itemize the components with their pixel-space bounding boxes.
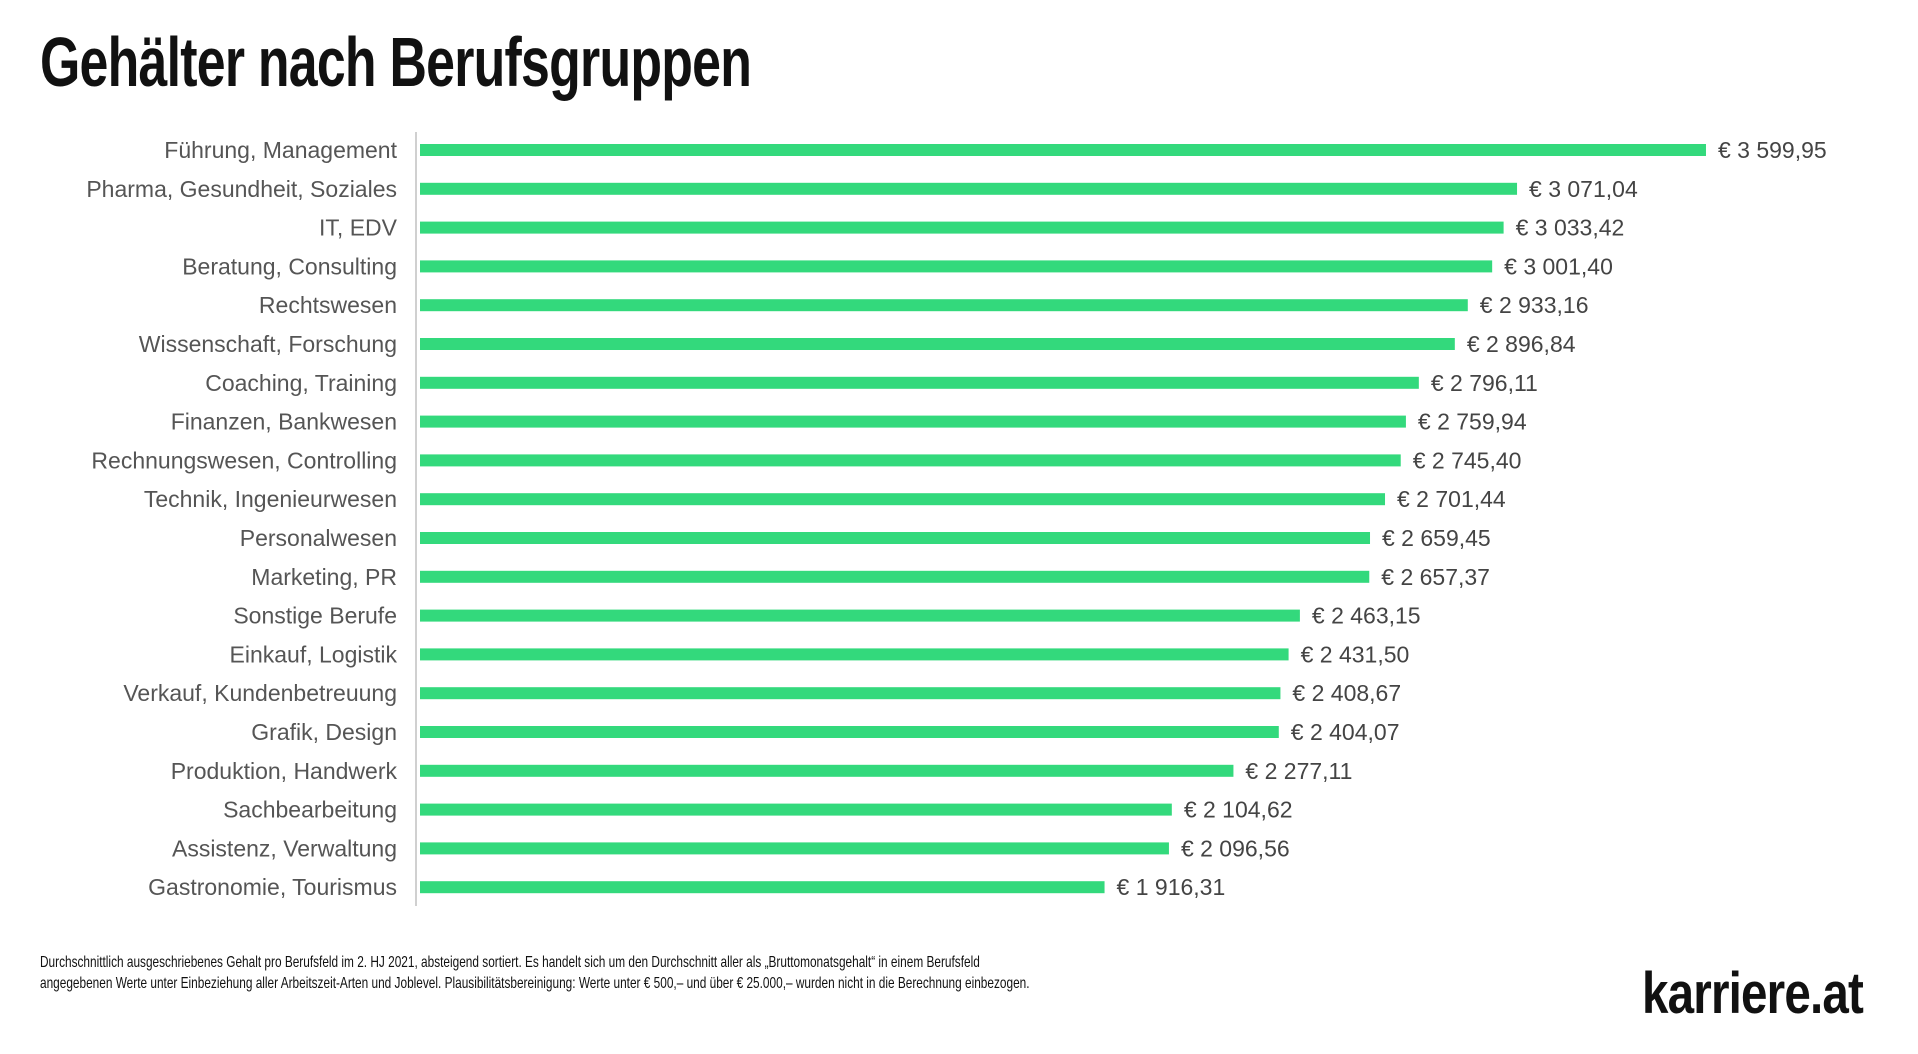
value-label: € 3 001,40 [1504,253,1613,279]
bar [420,687,1281,700]
category-label: Sonstige Berufe [233,603,397,629]
category-label: Pharma, Gesundheit, Soziales [86,176,397,202]
bar [420,221,1504,234]
bar [420,570,1370,583]
category-label: Rechtswesen [259,292,397,318]
value-label: € 2 431,50 [1301,641,1410,667]
category-label: Sachbearbeitung [223,797,397,823]
value-label: € 2 796,11 [1431,370,1538,396]
bar [420,260,1493,273]
chart-title: Gehälter nach Berufsgruppen [40,23,752,101]
value-label: € 2 659,45 [1382,525,1491,551]
bar [420,454,1401,467]
bar [420,144,1706,156]
bar [420,803,1172,816]
category-label: Coaching, Training [205,370,397,396]
bar [420,182,1518,195]
bar [420,726,1279,738]
value-label: € 2 096,56 [1181,835,1290,861]
category-label: Rechnungswesen, Controlling [91,447,397,473]
category-label: Marketing, PR [251,564,397,590]
karriere-logo: karriere.at [1642,961,1864,1026]
category-label: Finanzen, Bankwesen [171,409,397,435]
value-label: € 3 071,04 [1529,176,1638,202]
value-label: € 3 599,95 [1718,137,1827,163]
value-label: € 2 933,16 [1480,292,1589,318]
value-label: € 2 277,11 [1245,758,1352,784]
footnote: Durchschnittlich ausgeschriebenes Gehalt… [40,952,1030,994]
bar-chart: Führung, Management € 3 599,95 Pharma, Ges… [86,132,1827,906]
bar [420,415,1406,428]
value-label: € 3 033,42 [1516,215,1625,241]
category-label: Grafik, Design [251,719,397,745]
category-label: Assistenz, Verwaltung [172,835,397,861]
footnote-line-1: Durchschnittlich ausgeschriebenes Gehalt… [40,954,980,971]
value-label: € 2 896,84 [1467,331,1576,357]
bar [420,338,1455,350]
value-label: € 2 404,07 [1291,719,1400,745]
value-label: € 2 408,67 [1292,680,1401,706]
category-label: Personalwesen [240,525,397,551]
category-label: Technik, Ingenieurwesen [144,486,397,512]
category-label: IT, EDV [319,215,398,241]
bar [420,532,1371,544]
category-label: Wissenschaft, Forschung [139,331,397,357]
value-label: € 2 745,40 [1413,447,1522,473]
value-label: € 2 759,94 [1418,409,1527,435]
bar [420,609,1300,622]
category-label: Produktion, Handwerk [171,758,398,784]
value-label: € 2 657,37 [1381,564,1490,590]
footnote-line-2: angegebenen Werte unter Einbeziehung all… [40,975,1030,992]
value-label: € 2 701,44 [1397,486,1506,512]
category-label: Einkauf, Logistik [230,641,398,667]
bar [420,648,1289,661]
value-label: € 2 104,62 [1184,797,1293,823]
bar [420,299,1468,312]
bar [420,376,1419,389]
category-label: Beratung, Consulting [182,253,397,279]
bar [420,842,1169,855]
category-label: Führung, Management [164,137,397,163]
category-label: Gastronomie, Tourismus [148,874,397,900]
value-label: € 1 916,31 [1117,874,1226,900]
category-label: Verkauf, Kundenbetreuung [123,680,397,706]
value-label: € 2 463,15 [1312,603,1421,629]
bar [420,493,1386,506]
bar [420,881,1105,894]
bar [420,764,1234,777]
